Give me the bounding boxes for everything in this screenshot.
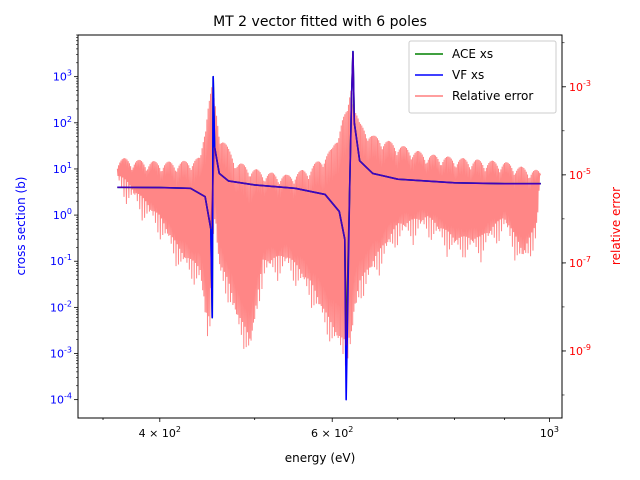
y-left-tick-label: 10-1: [50, 253, 72, 268]
x-tick-label: 6 × 102: [311, 425, 353, 440]
y-right-tick-label: 10-9: [569, 343, 591, 358]
y-left-tick-label: 102: [53, 115, 72, 130]
y-left-axis: 10-4 10-3 10-2 10-1 100 101 102 103: [50, 34, 78, 407]
x-tick-label: 4 × 102: [139, 425, 181, 440]
y-left-tick-label: 10-2: [50, 299, 72, 314]
y-left-axis-label: cross section (b): [14, 177, 28, 276]
y-right-tick-label: 10-5: [569, 167, 591, 182]
chart-title: MT 2 vector fitted with 6 poles: [213, 14, 427, 30]
y-left-tick-label: 100: [53, 207, 72, 222]
x-axis-label: energy (eV): [285, 451, 356, 465]
y-left-tick-label: 101: [53, 161, 72, 176]
legend-label-error: Relative error: [452, 89, 533, 103]
y-right-tick-label: 10-3: [569, 79, 591, 94]
y-left-tick-label: 10-3: [50, 346, 72, 361]
legend-label-vf: VF xs: [452, 68, 484, 82]
y-left-tick-label: 103: [53, 69, 72, 84]
legend: ACE xs VF xs Relative error: [408, 40, 557, 114]
series-overlap: [117, 51, 541, 346]
y-left-tick-label: 10-4: [50, 392, 72, 407]
plot-frame: [77, 34, 563, 419]
legend-label-ace: ACE xs: [452, 47, 493, 61]
x-axis: 4 × 102 6 × 102 103: [102, 418, 559, 440]
series-relative-error: [116, 87, 542, 366]
x-tick-label: 103: [540, 425, 559, 440]
plot-series: [116, 50, 542, 401]
y-right-axis-label: relative error: [609, 187, 623, 265]
legend-box: [408, 40, 557, 114]
y-right-axis: 10-9 10-7 10-5 10-3: [562, 42, 591, 396]
y-right-tick-label: 10-7: [569, 255, 591, 270]
